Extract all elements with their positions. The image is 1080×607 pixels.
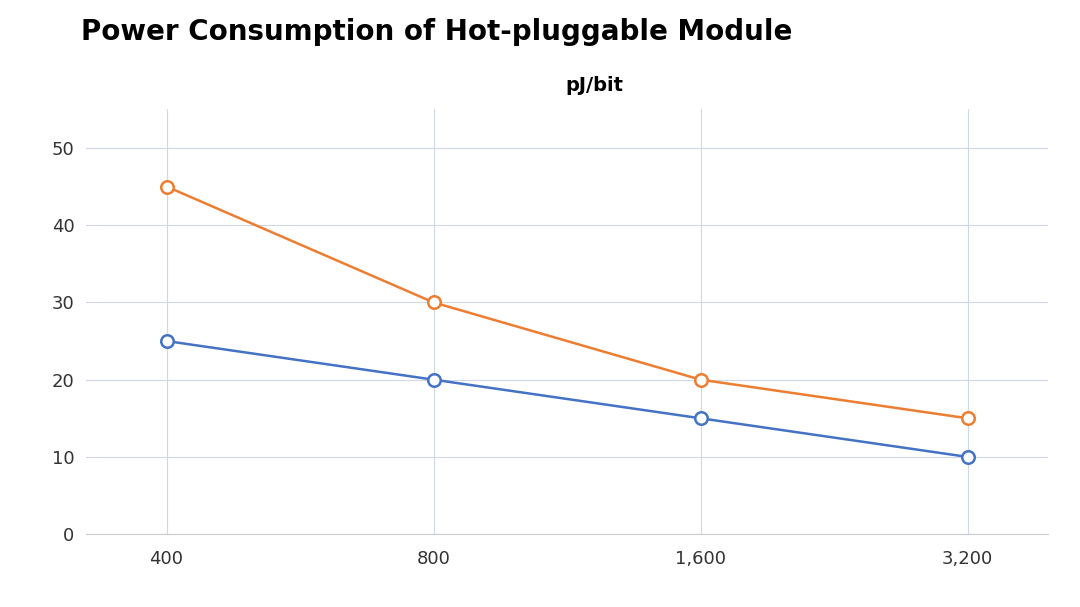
Text: Power Consumption of Hot-pluggable Module: Power Consumption of Hot-pluggable Modul… (81, 18, 793, 46)
Text: pJ/bit: pJ/bit (565, 76, 623, 95)
